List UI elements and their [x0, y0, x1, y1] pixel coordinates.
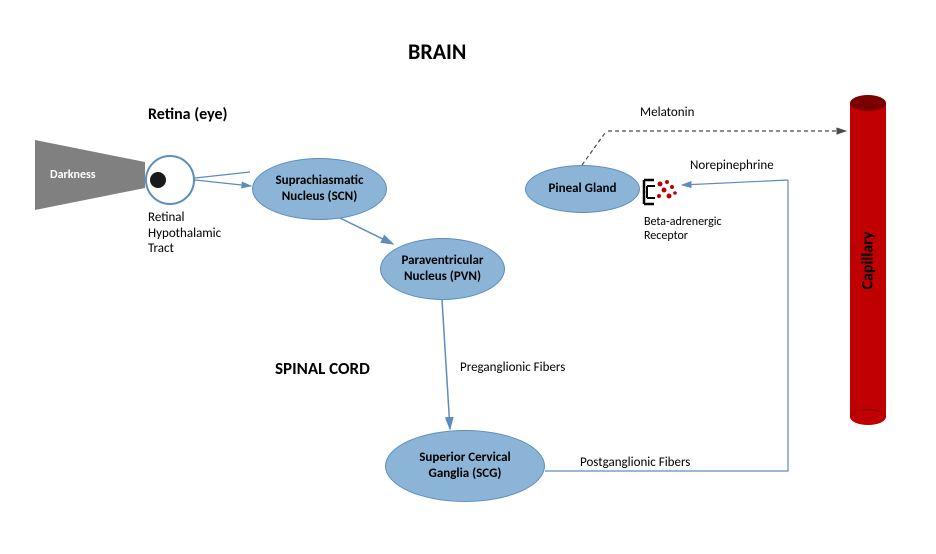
preganglionic-label: Preganglionic Fibers — [460, 360, 565, 376]
capillary-cylinder: Capillary — [850, 95, 886, 425]
postganglionic-label: Postganglionic Fibers — [580, 455, 690, 471]
darkness-label: Darkness — [50, 168, 96, 182]
melatonin-label: Melatonin — [640, 105, 694, 121]
retina-title: Retina (eye) — [148, 105, 228, 124]
receptor-icon — [642, 176, 682, 210]
pineal-node: Pineal Gland — [525, 165, 640, 213]
scn-node: Suprachiasmatic Nucleus (SCN) — [252, 158, 387, 220]
spinal-cord-title: SPINAL CORD — [275, 358, 370, 379]
norepinephrine-label: Norepinephrine — [690, 158, 774, 174]
capillary-label: Capillary — [859, 231, 878, 289]
brain-title: BRAIN — [408, 38, 466, 65]
beta-receptor-label: Beta-adrenergic Receptor — [644, 215, 722, 244]
pupil-icon — [150, 172, 166, 188]
scg-node: Superior Cervical Ganglia (SCG) — [385, 430, 545, 502]
retinal-tract-label: Retinal Hypothalamic Tract — [148, 210, 221, 257]
pvn-node: Paraventricular Nucleus (PVN) — [380, 238, 505, 300]
